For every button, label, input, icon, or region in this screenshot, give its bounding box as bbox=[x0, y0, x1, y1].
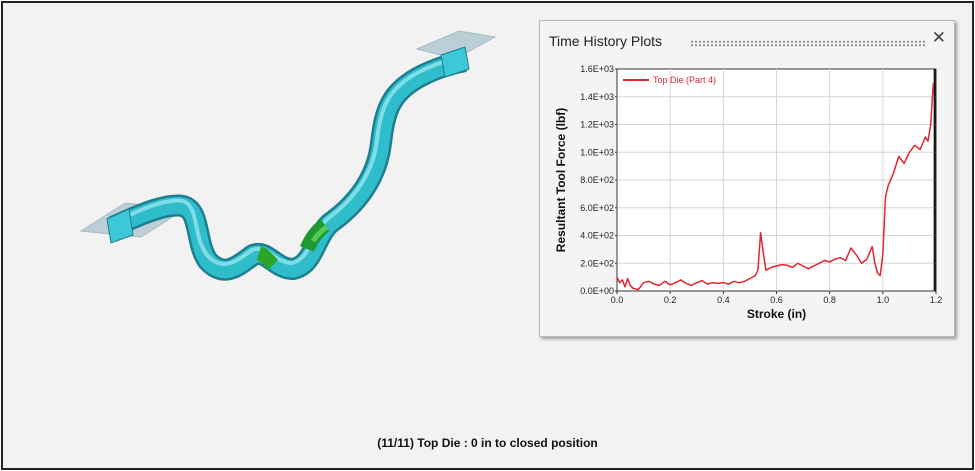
y-tick-label: 1.0E+03 bbox=[580, 147, 614, 157]
force-stroke-chart: 0.0 0.2 0.4 0.6 0.8 1.0 1.2 0.0E+00 2.0E+02 4.0E+… bbox=[554, 64, 943, 321]
x-tick-label: 0.6 bbox=[770, 295, 783, 305]
x-tick-label: 0.8 bbox=[823, 295, 836, 305]
close-icon[interactable]: ✕ bbox=[931, 28, 946, 47]
y-tick-label: 8.0E+02 bbox=[580, 175, 614, 185]
y-tick-label: 1.6E+03 bbox=[580, 64, 614, 74]
x-tick-label: 0.0 bbox=[611, 295, 624, 305]
y-tick-label: 6.0E+02 bbox=[580, 203, 614, 213]
y-tick-label: 2.0E+02 bbox=[580, 258, 614, 268]
time-history-plot-window[interactable]: Time History Plots ✕ 0.0 0.2 0.4 0.6 0.8 1.0 1… bbox=[539, 20, 955, 337]
model-graphic[interactable] bbox=[3, 3, 972, 468]
x-tick-label: 0.4 bbox=[717, 295, 730, 305]
strain-zone-1 bbox=[256, 246, 279, 270]
y-tick-label: 1.2E+03 bbox=[580, 120, 614, 130]
x-tick-label: 0.2 bbox=[664, 295, 677, 305]
plot-window-title: Time History Plots bbox=[549, 33, 663, 49]
formed-part-outline bbox=[108, 50, 468, 281]
status-text: (11/11) Top Die : 0 in to closed positio… bbox=[377, 436, 598, 450]
series-line-top-die bbox=[616, 82, 935, 291]
strain-zone-3 bbox=[310, 224, 329, 243]
y-tick-label: 0.0E+00 bbox=[580, 286, 614, 296]
x-tick-label: 1.0 bbox=[877, 295, 890, 305]
formed-part-highlight bbox=[114, 55, 464, 266]
drag-handle[interactable] bbox=[690, 40, 925, 47]
y-tick-label: 4.0E+02 bbox=[580, 231, 614, 241]
left-flange-tip bbox=[106, 208, 134, 244]
x-tick-label: 1.2 bbox=[930, 295, 943, 305]
y-axis-label: Resultant Tool Force (lbf) bbox=[554, 108, 568, 252]
x-axis-label: Stroke (in) bbox=[747, 307, 806, 321]
right-flange-tip bbox=[440, 46, 470, 78]
y-tick-label: 1.4E+03 bbox=[580, 92, 614, 102]
legend-label: Top Die (Part 4) bbox=[653, 75, 716, 85]
